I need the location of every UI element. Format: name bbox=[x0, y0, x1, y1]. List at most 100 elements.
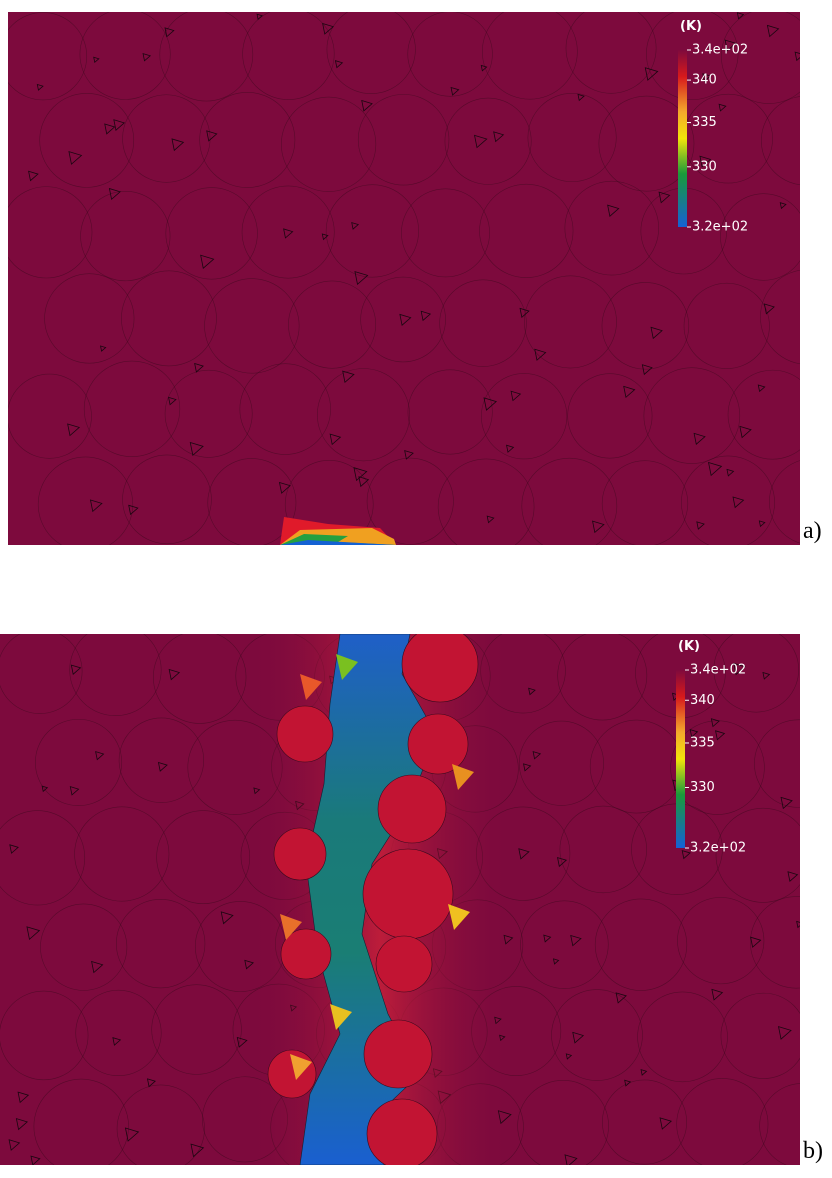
particle-outline bbox=[357, 94, 450, 186]
pore bbox=[726, 468, 735, 477]
particle-outline bbox=[551, 989, 643, 1081]
pore bbox=[724, 39, 737, 52]
particle-outline bbox=[676, 1078, 769, 1165]
pore bbox=[342, 370, 355, 384]
colorbar-label: 340 bbox=[690, 693, 715, 708]
pore bbox=[354, 271, 369, 286]
pore bbox=[762, 671, 771, 680]
pore bbox=[641, 364, 653, 376]
pore bbox=[200, 254, 215, 269]
particle-outline bbox=[8, 373, 92, 459]
particle-outline bbox=[121, 270, 217, 367]
pore bbox=[715, 730, 726, 741]
pore bbox=[164, 27, 175, 38]
particle-outline bbox=[721, 12, 800, 104]
pore bbox=[361, 99, 373, 112]
pore bbox=[67, 423, 81, 437]
particle-outline bbox=[521, 457, 618, 545]
particle-outline bbox=[80, 191, 171, 282]
particle-outline bbox=[239, 363, 331, 455]
pore bbox=[36, 83, 44, 91]
pore bbox=[763, 303, 775, 315]
pore bbox=[26, 926, 41, 941]
particle-outline bbox=[559, 805, 647, 894]
pore bbox=[146, 1078, 157, 1088]
pore bbox=[570, 934, 582, 947]
particle-outline bbox=[122, 454, 212, 545]
particle-outline bbox=[83, 360, 181, 457]
particle-outline bbox=[0, 634, 83, 714]
particle-outline bbox=[288, 280, 377, 369]
heated-particle bbox=[407, 713, 469, 775]
particle-outline bbox=[317, 368, 411, 462]
particle-outline bbox=[517, 1080, 609, 1165]
particle-outline bbox=[479, 183, 574, 278]
pore bbox=[780, 796, 793, 810]
pore bbox=[124, 1127, 140, 1142]
colorbar-label: 3.2e+02 bbox=[692, 220, 748, 235]
hot-wedge bbox=[280, 914, 302, 940]
pore bbox=[329, 433, 342, 446]
pore bbox=[189, 441, 204, 457]
particle-outline bbox=[44, 273, 135, 364]
particle-outline bbox=[407, 12, 493, 97]
particle-outline bbox=[720, 193, 800, 281]
pore bbox=[486, 515, 495, 524]
pore bbox=[644, 67, 659, 81]
pore bbox=[194, 362, 204, 373]
pore bbox=[108, 187, 121, 201]
particle-outline bbox=[761, 96, 800, 186]
pore bbox=[168, 668, 181, 681]
pore bbox=[142, 53, 152, 62]
heated-particle bbox=[377, 774, 447, 844]
particle-outline bbox=[760, 269, 800, 365]
pore bbox=[104, 123, 116, 135]
pore bbox=[112, 1037, 122, 1046]
pore bbox=[710, 718, 720, 728]
pore bbox=[95, 751, 105, 761]
pore bbox=[256, 13, 263, 21]
pore bbox=[17, 1091, 30, 1104]
particle-outline bbox=[0, 990, 89, 1081]
colorbar-label: 3.2e+02 bbox=[690, 841, 746, 856]
pore bbox=[624, 1079, 632, 1087]
pore bbox=[659, 1117, 673, 1130]
heated-particle bbox=[375, 935, 433, 993]
particle-outline bbox=[35, 718, 123, 806]
particle-outline bbox=[199, 92, 296, 188]
pore bbox=[658, 191, 671, 204]
pore bbox=[794, 51, 800, 62]
particle-outline bbox=[164, 369, 253, 458]
pore bbox=[766, 24, 780, 38]
particle-outline bbox=[360, 276, 446, 363]
pore bbox=[321, 233, 329, 241]
particle-outline bbox=[407, 369, 493, 455]
panel-a: (K) 3.4e+02 340 335 330 3.2e+02 bbox=[8, 12, 800, 545]
particle-outline bbox=[754, 719, 800, 808]
pore bbox=[532, 751, 542, 760]
pore bbox=[41, 785, 49, 793]
particle-outline bbox=[643, 367, 741, 464]
pore bbox=[572, 1031, 585, 1044]
particle-outline bbox=[75, 989, 162, 1077]
colorbar-label: 335 bbox=[692, 115, 717, 130]
particle-outline bbox=[557, 634, 648, 721]
particle-outline bbox=[481, 373, 568, 460]
heated-particle bbox=[363, 1019, 433, 1089]
pore bbox=[157, 761, 168, 772]
colorbar-title: (K) bbox=[678, 639, 700, 654]
panel-b: (K) 3.4e+02 340 335 330 3.2e+02 bbox=[0, 634, 800, 1165]
particle-outline bbox=[681, 455, 775, 545]
pore bbox=[699, 155, 712, 168]
particle-outline bbox=[720, 992, 800, 1079]
particle-outline bbox=[759, 1083, 800, 1165]
pore bbox=[693, 432, 706, 445]
particle-outline bbox=[715, 807, 800, 903]
pore bbox=[623, 385, 636, 399]
colorbar-label: 330 bbox=[690, 780, 715, 795]
heated-particle bbox=[276, 705, 334, 763]
pore bbox=[787, 871, 799, 882]
particle-outline bbox=[116, 898, 206, 989]
pore bbox=[9, 844, 19, 854]
particle-outline bbox=[325, 184, 419, 278]
